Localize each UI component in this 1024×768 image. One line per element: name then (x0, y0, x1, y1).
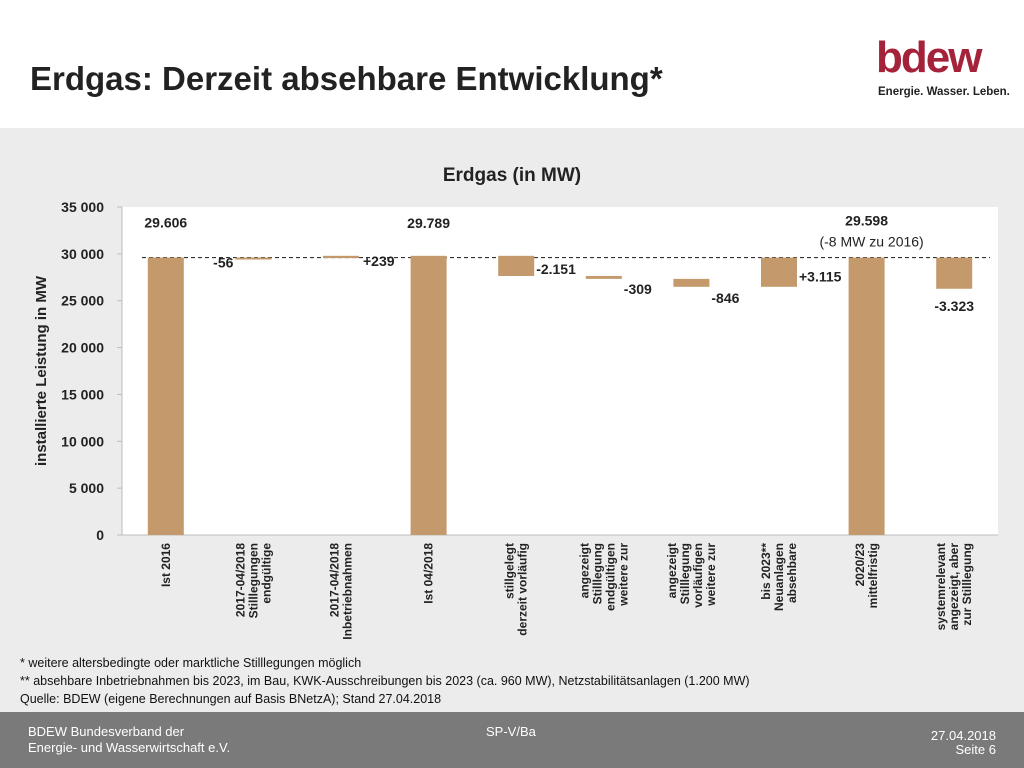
footer-org-line2: Energie- und Wasserwirtschaft e.V. (28, 740, 231, 755)
y-tick-label: 5 000 (69, 480, 104, 496)
slide-header: Erdgas: Derzeit absehbare Entwicklung* b… (0, 0, 1024, 128)
bar-5 (498, 255, 535, 276)
y-tick-label: 35 000 (61, 199, 104, 215)
logo-wordmark: bdew (876, 33, 982, 82)
footer-page-number: Seite 6 (955, 742, 996, 757)
bar-4 (410, 255, 447, 535)
y-axis-label: installierte Leistung in MW (33, 275, 50, 466)
data-label: -2.151 (536, 261, 576, 277)
x-category-label: Inbetriebnahmen2017-04/2018 (328, 543, 355, 640)
bdew-logo: bdew Energie. Wasser. Leben. (876, 33, 1010, 104)
x-category-label: weitere zurendgültigenStilllegungangezei… (577, 543, 630, 611)
y-tick-label: 15 000 (61, 386, 104, 402)
slide-title: Erdgas: Derzeit absehbare Entwicklung* (30, 60, 663, 97)
y-tick-label: 10 000 (61, 433, 104, 449)
data-label: -56 (213, 255, 233, 271)
data-label: +239 (363, 253, 395, 269)
x-category-label: derzeit vorläufigstillgelegt (503, 543, 530, 636)
x-category-label: mittelfristig2020/23 (853, 543, 880, 609)
x-category-label: Ist 04/2018 (422, 543, 436, 604)
x-category-label: absehbareNeuanlagenbis 2023** (759, 543, 799, 611)
y-tick-label: 25 000 (61, 293, 104, 309)
bar-2 (235, 257, 272, 260)
x-category-label: endgültigeStilllegungen2017-04/2018 (233, 543, 273, 619)
source-note: Quelle: BDEW (eigene Berechnungen auf Ba… (20, 692, 442, 706)
data-label: -309 (624, 281, 652, 297)
data-label: -3.323 (934, 298, 974, 314)
footer-org-line1: BDEW Bundesverband der (28, 724, 185, 739)
x-category-label: Ist 2016 (159, 543, 173, 587)
bar-8 (761, 257, 797, 287)
chart-panel: Erdgas (in MW) 0 5 000 10 000 15 000 20 000 25… (0, 128, 1024, 712)
data-label: -846 (711, 290, 739, 306)
bar-3 (323, 255, 359, 259)
bar-10 (936, 257, 973, 289)
data-label: 29.598 (845, 213, 888, 229)
bar-1 (147, 257, 184, 535)
footer-date: 27.04.2018 (930, 728, 996, 743)
logo-tagline: Energie. Wasser. Leben. (878, 86, 1010, 98)
footnote-1: * weitere altersbedingte oder marktliche… (20, 656, 362, 670)
y-tick-label: 20 000 (61, 340, 104, 356)
chart-title: Erdgas (in MW) (443, 165, 581, 186)
y-tick-label: 30 000 (61, 246, 104, 262)
data-label: 29.606 (144, 215, 187, 231)
data-sublabel: (-8 MW zu 2016) (819, 234, 923, 250)
data-label: 29.789 (407, 215, 450, 231)
bar-9 (848, 257, 885, 535)
y-tick-label: 0 (96, 527, 104, 543)
data-label: +3.115 (799, 269, 842, 285)
x-category-label: zur Stilllegungangezeigt, abersystemrele… (934, 543, 974, 631)
x-category-label: weitere zurvorläufigenStilllegungangezei… (665, 543, 718, 608)
slide-footer: BDEW Bundesverband der Energie- und Wass… (0, 712, 1024, 768)
bar-6 (585, 275, 622, 279)
waterfall-chart: Erdgas (in MW) 0 5 000 10 000 15 000 20 000 25… (33, 165, 998, 640)
footnote-2: ** absehbare Inbetriebnahmen bis 2023, i… (20, 674, 750, 688)
bar-7 (673, 278, 710, 287)
footer-code: SP-V/Ba (486, 724, 536, 739)
